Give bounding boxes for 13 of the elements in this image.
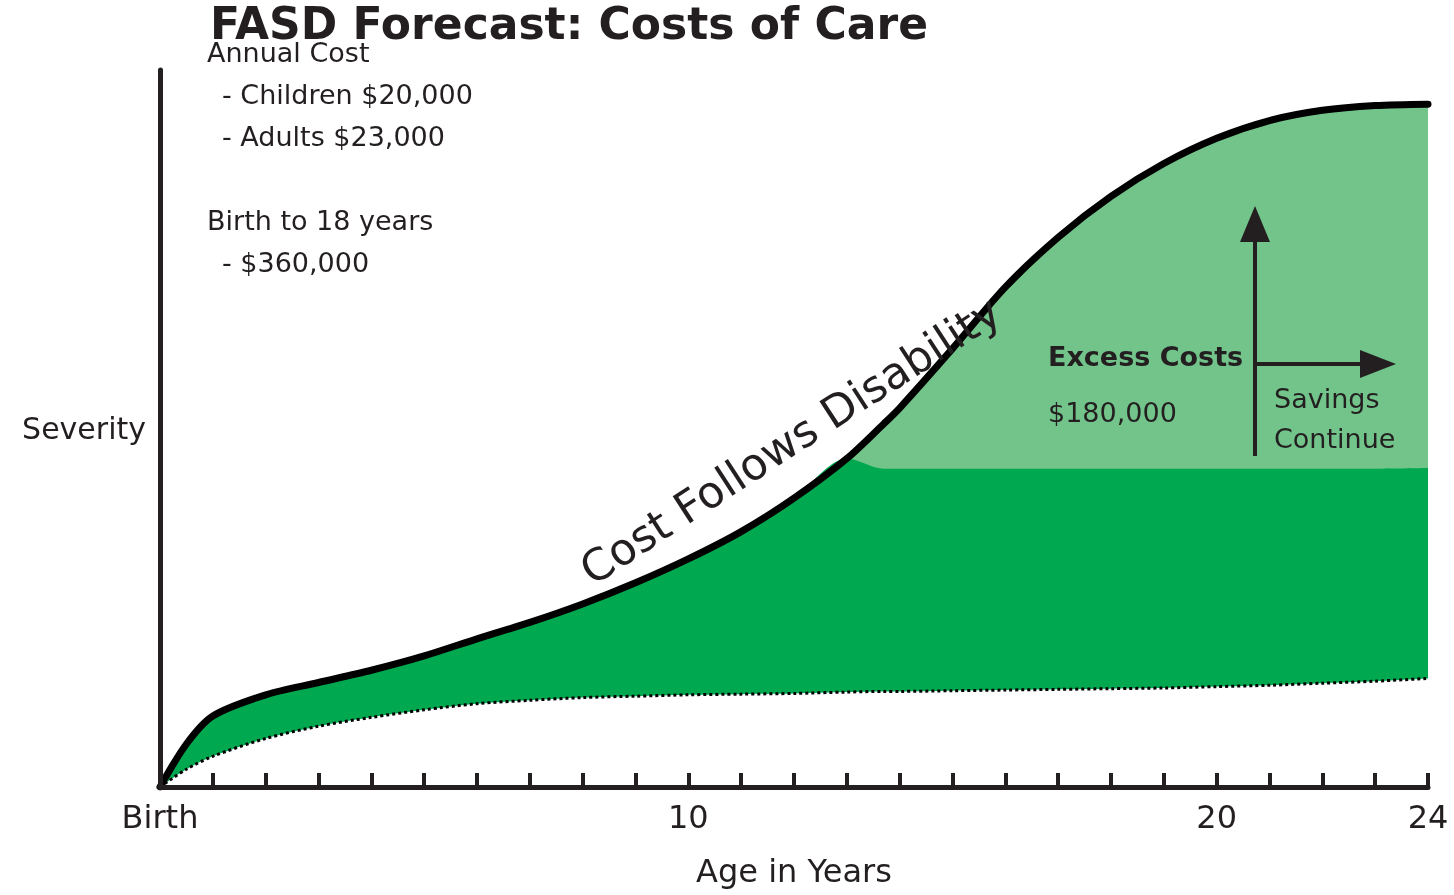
- x-tick-label: Birth: [121, 798, 199, 836]
- annotation: Birth to 18 years: [207, 204, 434, 236]
- annotation: $180,000: [1048, 396, 1177, 428]
- annotation: Excess Costs: [1048, 340, 1244, 372]
- x-tick-label: 20: [1196, 798, 1238, 836]
- annotation: - $360,000: [222, 246, 370, 278]
- annotation: - Children $20,000: [222, 78, 473, 110]
- annotation: Savings Continue: [1274, 382, 1396, 455]
- x-tick-label: 24: [1407, 798, 1449, 836]
- annotation: - Adults $23,000: [222, 120, 445, 152]
- y-axis-title: Severity: [22, 411, 146, 446]
- x-tick-label: 10: [667, 798, 709, 836]
- x-axis-title: Age in Years: [696, 852, 892, 890]
